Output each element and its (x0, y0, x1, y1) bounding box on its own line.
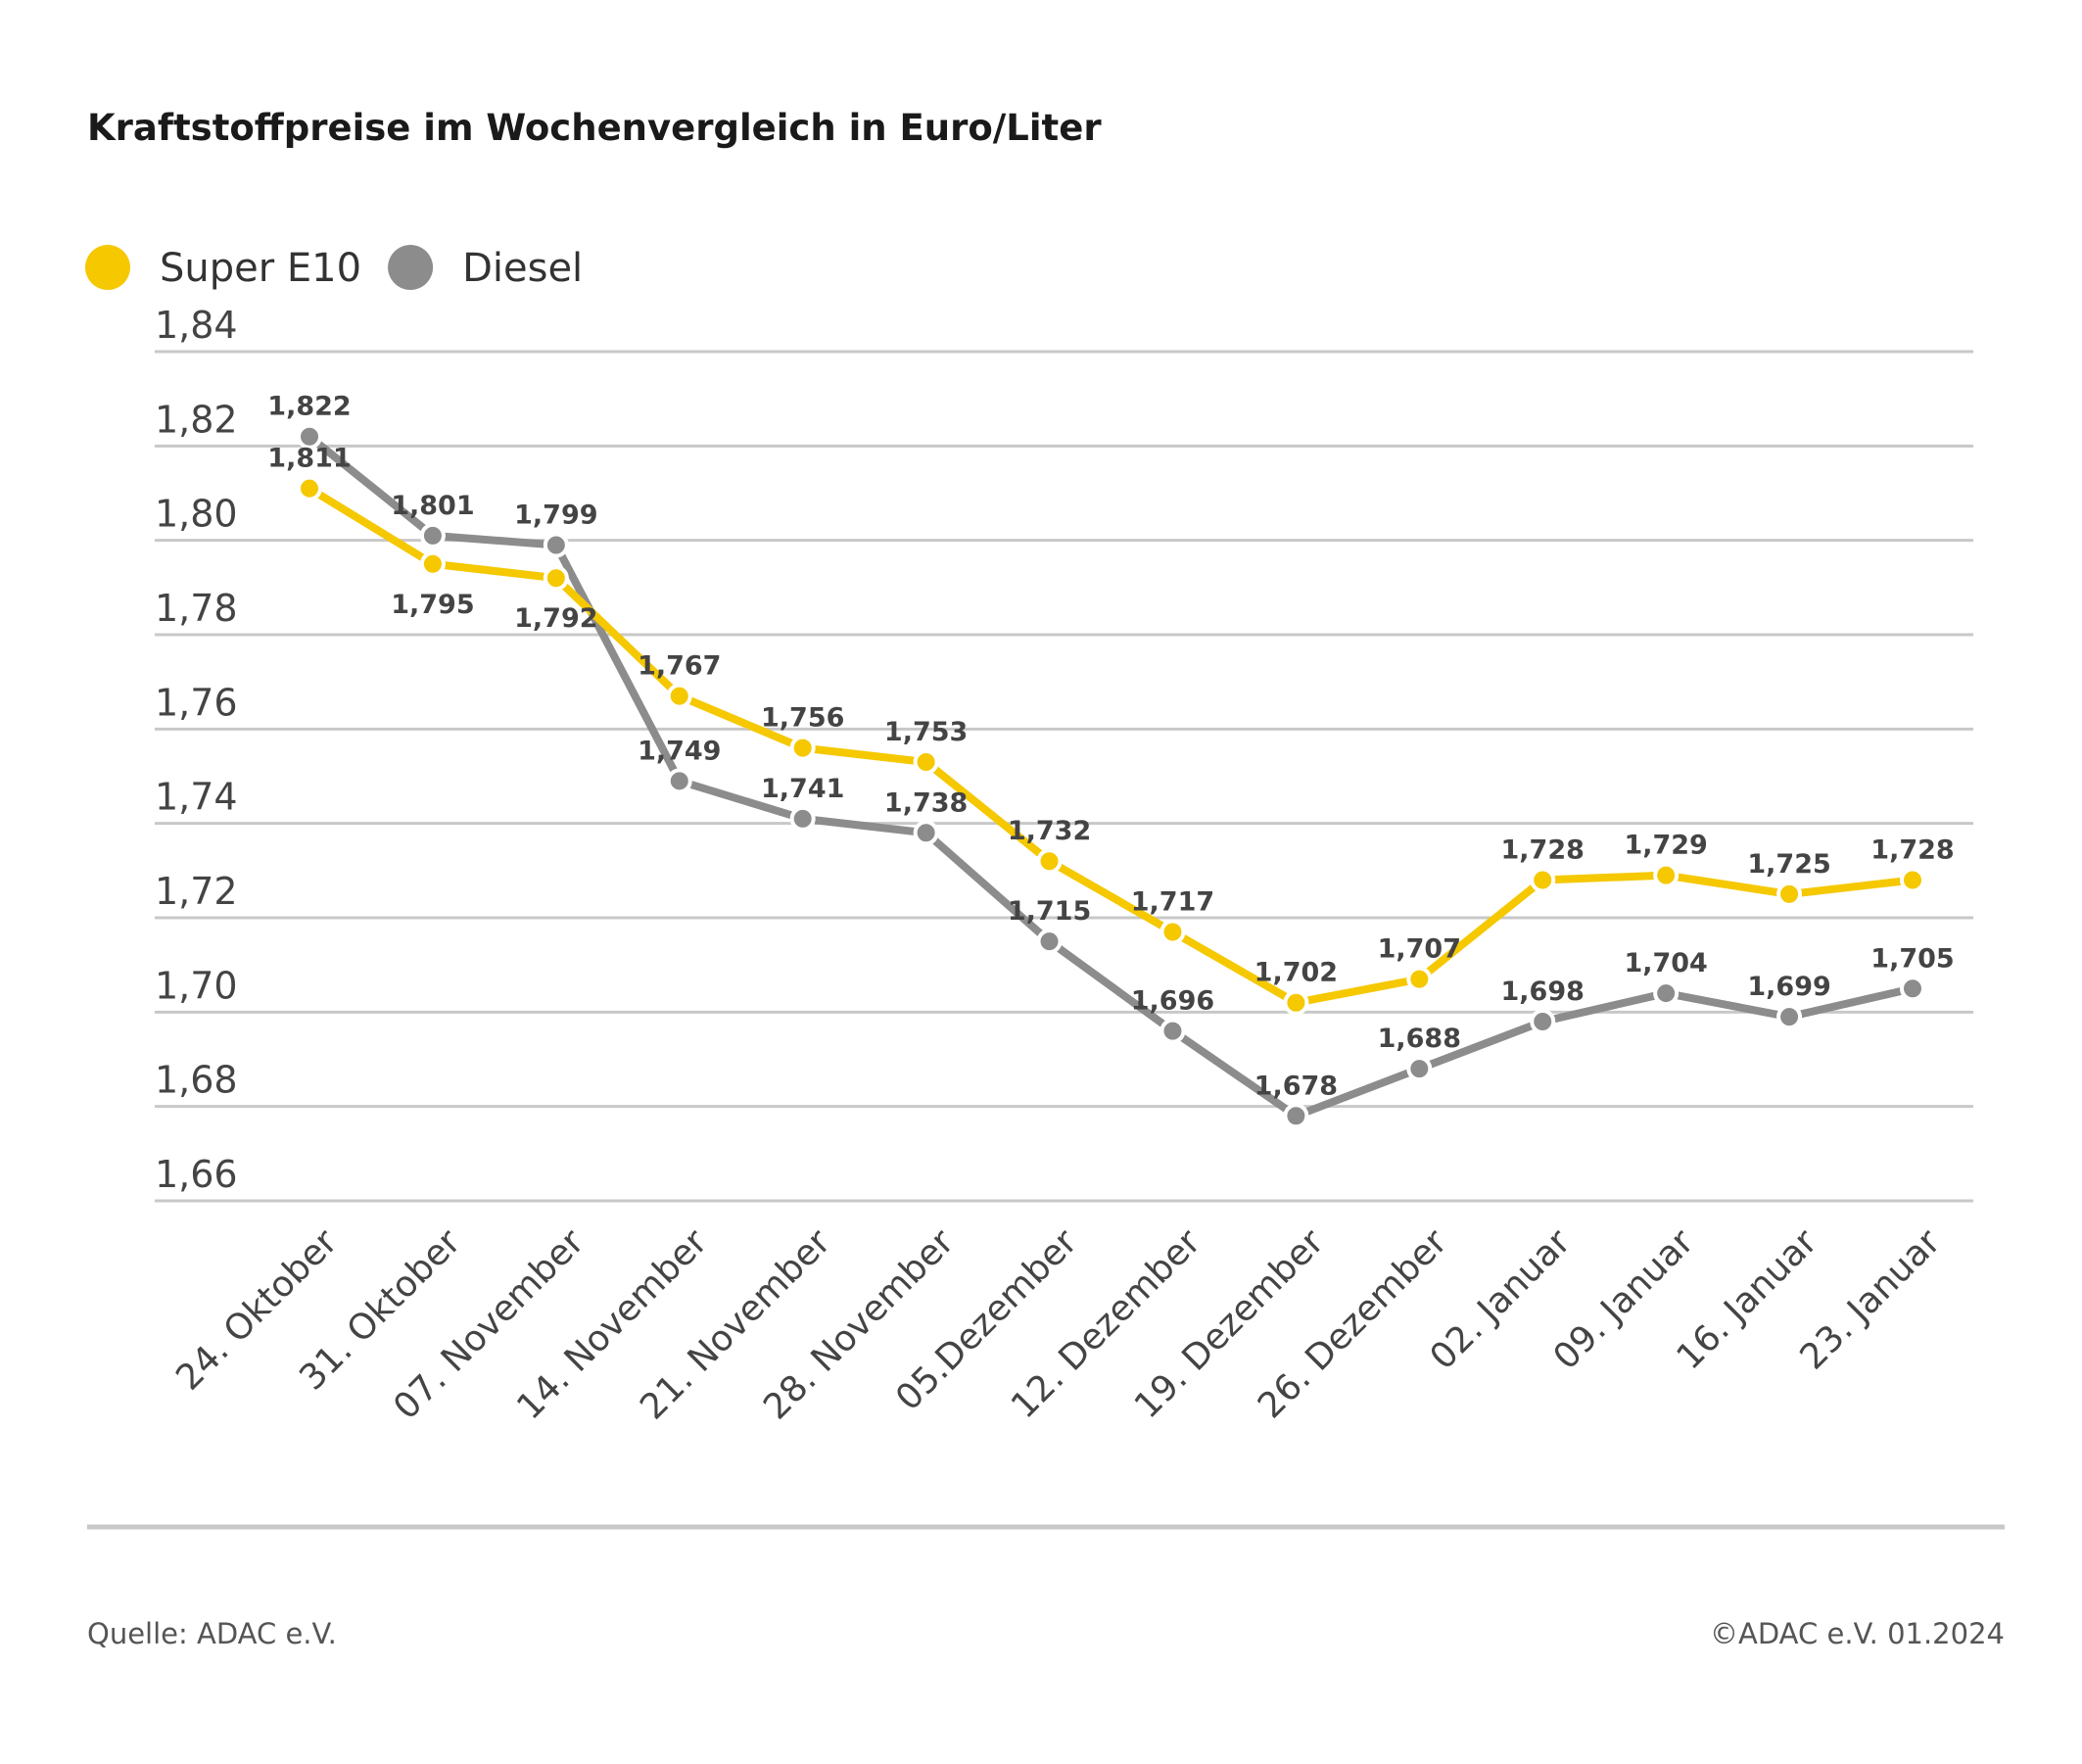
data-point (1283, 1103, 1309, 1129)
data-point (1036, 848, 1063, 875)
y-tick-label: 1,82 (155, 398, 238, 441)
data-label: 1,725 (1747, 849, 1830, 880)
legend-label: Diesel (462, 246, 583, 291)
data-point (1776, 881, 1803, 907)
data-point (1530, 1008, 1556, 1034)
data-point (543, 565, 569, 592)
data-point (1036, 929, 1063, 955)
series-line (307, 433, 1914, 1120)
data-point (1406, 966, 1433, 992)
data-point (913, 749, 939, 776)
data-label: 1,728 (1870, 834, 1954, 865)
y-tick-label: 1,66 (155, 1153, 238, 1196)
data-point (1159, 919, 1186, 945)
data-label: 1,702 (1254, 958, 1338, 988)
series-super-e10 (297, 475, 1925, 1016)
data-point (1653, 980, 1680, 1007)
data-label: 1,767 (638, 651, 721, 682)
y-tick-label: 1,68 (155, 1059, 238, 1102)
y-axis: 1,84 1,82 1,80 1,78 1,76 1,74 1,72 1,70 1,68 1,66 (155, 304, 238, 1196)
series-group: 1,811 1,795 1,792 1,767 1,756 1,753 1,732 1,717… (267, 392, 1955, 1129)
legend-marker (388, 245, 434, 290)
data-label: 1,707 (1378, 934, 1461, 965)
data-label: 1,704 (1624, 948, 1707, 978)
data-point (1406, 1056, 1433, 1082)
data-point (419, 522, 446, 548)
chart-title: Kraftstoffpreise im Wochenvergleich in E… (87, 107, 1102, 149)
data-label: 1,749 (638, 736, 721, 766)
data-label: 1,728 (1501, 834, 1585, 865)
data-label: 1,822 (267, 392, 351, 422)
data-point (1530, 867, 1556, 893)
legend: Super E10 Diesel (85, 245, 583, 291)
data-label: 1,753 (884, 717, 968, 747)
source-text: Quelle: ADAC e.V. (87, 1617, 337, 1650)
data-point (419, 550, 446, 577)
data-label: 1,732 (1008, 816, 1091, 846)
data-label: 1,801 (391, 491, 474, 521)
data-label: 1,811 (267, 444, 351, 474)
data-point (1776, 1004, 1803, 1030)
data-point (1900, 867, 1925, 893)
data-label: 1,699 (1747, 972, 1830, 1002)
data-point (1283, 989, 1309, 1016)
grid (155, 350, 1973, 1203)
data-label: 1,698 (1501, 977, 1585, 1007)
data-label: 1,678 (1254, 1071, 1338, 1101)
data-label: 1,715 (1008, 896, 1091, 927)
data-label: 1,688 (1378, 1024, 1461, 1054)
data-label: 1,799 (514, 500, 597, 530)
data-label: 1,756 (761, 703, 844, 734)
data-label: 1,729 (1624, 831, 1707, 861)
data-label: 1,717 (1131, 886, 1214, 917)
data-label: 1,792 (514, 603, 597, 634)
legend-marker (85, 245, 130, 290)
y-tick-label: 1,78 (155, 587, 238, 630)
data-label: 1,738 (884, 787, 968, 818)
data-label: 1,741 (761, 774, 844, 804)
data-point (913, 820, 939, 846)
data-label: 1,795 (391, 590, 474, 620)
data-label: 1,696 (1131, 986, 1214, 1017)
y-tick-label: 1,70 (155, 964, 238, 1007)
y-tick-label: 1,80 (155, 493, 238, 536)
data-point (666, 683, 692, 709)
data-point (666, 768, 692, 794)
y-tick-label: 1,76 (155, 681, 238, 724)
copyright-text: ©ADAC e.V. 01.2024 (1710, 1617, 2005, 1650)
data-point (297, 475, 322, 501)
y-tick-label: 1,74 (155, 776, 238, 819)
y-tick-label: 1,84 (155, 304, 238, 347)
data-point (789, 805, 816, 832)
series-diesel (297, 423, 1925, 1129)
data-point (1653, 862, 1680, 888)
data-label: 1,705 (1870, 943, 1954, 974)
data-point (1900, 976, 1925, 1002)
data-point (543, 532, 569, 558)
data-point (1159, 1018, 1186, 1044)
series-line (307, 485, 1914, 1007)
data-point (297, 423, 322, 450)
legend-label: Super E10 (160, 246, 361, 291)
y-tick-label: 1,72 (155, 870, 238, 913)
data-point (789, 735, 816, 761)
